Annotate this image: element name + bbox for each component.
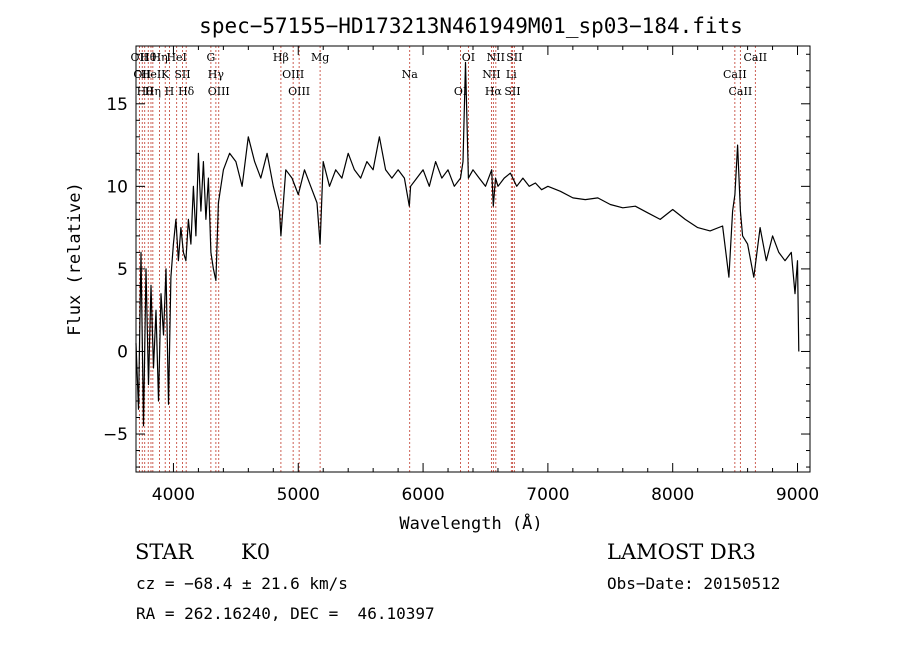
y-tick-label: 10 [106,177,128,197]
spectral-line-label: Mg [311,51,329,64]
spectral-line-label: Hη [145,85,161,98]
spectral-line-label: NII [487,51,505,64]
y-tick-label: −5 [103,425,128,445]
object-class: STAR [135,540,194,564]
spectral-line-label: HeI [166,51,186,64]
redshift-velocity: cz = −68.4 ± 21.6 km/s [136,574,348,593]
spectral-line-label: Hη [151,51,167,64]
spectral-line-label: Hδ [178,85,195,98]
spectral-line-labels: OIIOIIHθHθHeIHηHηKHHeISIIHδGHγOIIIHβOIII… [131,51,768,98]
spectral-line-label: OI [454,85,467,98]
spectral-line-markers [138,46,756,472]
x-tick-label: 6000 [401,485,444,505]
spectral-line-label: OI [462,51,475,64]
y-axis: −5 0 5 10 15 [103,53,810,468]
y-axis-label: Flux (relative) [65,182,85,336]
y-tick-label: 15 [106,95,128,115]
y-tick-label: 0 [117,342,128,362]
spectral-line-label: Hβ [273,51,289,64]
spectral-line-label: Li [506,68,517,81]
spectral-line-label: H [165,85,175,98]
x-tick-label: 5000 [277,485,320,505]
survey-name: LAMOST DR3 [607,540,756,564]
x-axis-label: Wavelength (Å) [399,512,542,534]
y-tick-label: 5 [117,260,128,280]
x-tick-label: 9000 [776,485,819,505]
observation-date: Obs−Date: 20150512 [607,574,781,593]
spectral-line-label: Hγ [208,68,225,81]
spectral-line-label: HeI [141,68,161,81]
plot-frame [135,45,811,473]
spectral-line-label: SII [174,68,190,81]
spectral-line-label: CaII [743,51,767,64]
x-tick-label: 8000 [651,485,694,505]
spectral-line-label: Hθ [137,85,154,98]
spectral-line-label: Hα [485,85,503,98]
spectral-line-label: CaII [729,85,753,98]
spectral-line-label: OIII [288,85,310,98]
spectral-line-label: SII [504,85,520,98]
chart-title: spec−57155−HD173213N461949M01_sp03−184.f… [199,14,743,38]
coordinates: RA = 262.16240, DEC = 46.10397 [136,604,435,623]
spectral-line-label: SII [506,51,522,64]
spectrum-series-line [135,61,800,427]
spectral-line-label: CaII [723,68,747,81]
x-axis: 4000 5000 6000 7000 8000 9000 [152,46,819,505]
spectral-line-label: OIII [282,68,304,81]
spectral-line-label: G [206,51,215,64]
x-tick-label: 4000 [152,485,195,505]
spectral-line-label: Na [402,68,419,81]
spectral-line-label: OIII [208,85,230,98]
spectral-line-label: Hθ [140,51,157,64]
x-tick-label: 7000 [526,485,569,505]
spectral-line-label: NII [482,68,500,81]
spectral-line-label: OII [131,51,149,64]
object-subclass: K0 [241,540,271,564]
spectral-line-label: K [161,68,170,81]
